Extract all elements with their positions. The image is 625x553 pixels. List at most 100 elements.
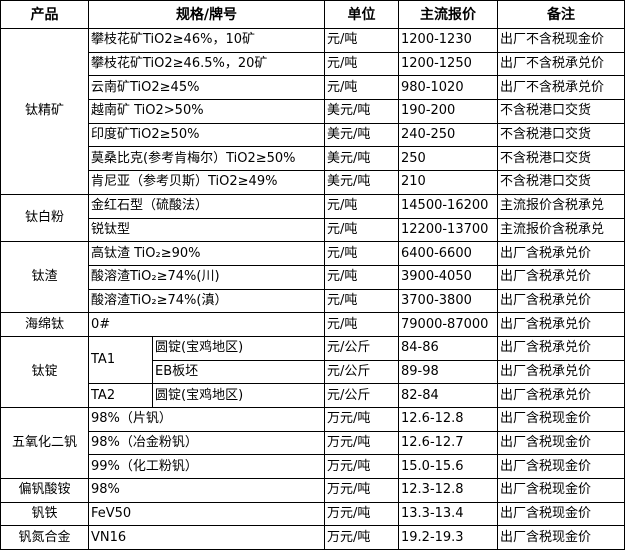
price-cell: 3900-4050 <box>398 264 498 290</box>
note-cell: 出厂含税现金价 <box>497 430 625 456</box>
price-cell: 1200-1230 <box>398 28 498 53</box>
note-cell: 不含税港口交货 <box>497 146 625 172</box>
note-cell: 出厂含税承兑价 <box>497 312 625 337</box>
table-row: 钒铁 FeV50 万元/吨 13.3-13.4 出厂含税现金价 <box>0 501 625 527</box>
unit-cell: 元/公斤 <box>324 359 399 385</box>
note-cell: 出厂含税承兑价 <box>497 288 625 314</box>
price-cell: 84-86 <box>398 335 498 361</box>
table-row: 云南矿TiO2≥45% 元/吨 980-1020 出厂不含税承兑价 <box>1 75 625 101</box>
product-cell: 五氧化二钒 <box>0 406 89 480</box>
note-cell: 主流报价含税承兑 <box>497 193 625 219</box>
table-row: 肯尼亚（参考贝斯）TiO2≥49% 美元/吨 210 不含税港口交货 <box>1 170 625 195</box>
spec-cell: 攀枝花矿TiO2≥46.5%，20矿 <box>88 51 325 77</box>
table-row: 印度矿TiO2≥50% 美元/吨 240-250 不含税港口交货 <box>1 122 625 148</box>
unit-cell: 万元/吨 <box>324 430 399 456</box>
note-cell: 出厂含税现金价 <box>497 525 625 551</box>
table-row: EB板坯 元/公斤 89-98 出厂含税承兑价 <box>1 359 625 385</box>
unit-cell: 美元/吨 <box>324 99 399 124</box>
note-cell: 出厂含税承兑价 <box>497 383 625 408</box>
unit-cell: 万元/吨 <box>324 454 399 480</box>
spec-cell: 98%（片钒） <box>88 407 325 432</box>
table-row: 钛精矿 攀枝花矿TiO2≥46%，10矿 元/吨 1200-1230 出厂不含税现金价 <box>0 28 625 195</box>
spec-cell: VN16 <box>88 525 325 551</box>
note-cell: 出厂含税现金价 <box>497 501 625 527</box>
unit-cell: 万元/吨 <box>324 407 399 432</box>
unit-cell: 元/吨 <box>324 288 399 314</box>
table-row: 五氧化二钒 98%（片钒） 万元/吨 12.6-12.8 出厂含税现金价 <box>0 406 625 480</box>
table-row: 钛白粉 金红石型（硫酸法） 元/吨 14500-16200 主流报价含税承兑 <box>0 193 625 243</box>
spec-cell: 印度矿TiO2≥50% <box>88 122 325 148</box>
price-cell: 250 <box>398 146 498 172</box>
table-row: 钛渣 高钛渣 TiO₂≥90% 元/吨 6400-6600 出厂含税承兑价 <box>0 241 625 314</box>
spec-cell: 圆锭(宝鸡地区) <box>152 383 325 408</box>
spec-cell: EB板坯 <box>152 359 325 385</box>
unit-cell: 万元/吨 <box>324 525 399 551</box>
price-cell: 15.0-15.6 <box>398 454 498 480</box>
spec-cell: 0# <box>88 312 325 337</box>
product-cell: 钛锭 <box>0 335 89 409</box>
price-cell: 3700-3800 <box>398 288 498 314</box>
unit-cell: 元/公斤 <box>324 335 399 361</box>
product-cell: 钒氮合金 <box>0 525 89 551</box>
note-cell: 出厂不含税承兑价 <box>497 51 625 77</box>
grade-cell: TA2 <box>88 383 153 408</box>
unit-cell: 元/吨 <box>324 51 399 77</box>
spec-cell: 98%（冶金粉钒） <box>88 430 325 456</box>
price-cell: 12200-13700 <box>398 217 498 243</box>
table-row: 99%（化工粉钒） 万元/吨 15.0-15.6 出厂含税现金价 <box>1 454 625 480</box>
price-cell: 79000-87000 <box>398 312 498 337</box>
note-cell: 出厂含税承兑价 <box>497 335 625 361</box>
price-cell: 12.6-12.8 <box>398 407 498 432</box>
note-cell: 出厂含税现金价 <box>497 407 625 432</box>
price-cell: 13.3-13.4 <box>398 501 498 527</box>
price-cell: 980-1020 <box>398 75 498 101</box>
price-cell: 1200-1250 <box>398 51 498 77</box>
spec-cell: 99%（化工粉钒） <box>88 454 325 480</box>
table-row: TA2 圆锭(宝鸡地区) 元/公斤 82-84 出厂含税承兑价 <box>1 383 625 408</box>
spec-cell: 莫桑比克(参考肯梅尔）TiO2≥50% <box>88 146 325 172</box>
unit-cell: 元/吨 <box>324 75 399 101</box>
product-cell: 钛白粉 <box>0 193 89 243</box>
note-cell: 出厂含税承兑价 <box>497 241 625 266</box>
table-row: 海绵钛 0# 元/吨 79000-87000 出厂含税承兑价 <box>0 312 625 337</box>
table-row: 越南矿 TiO2>50% 美元/吨 190-200 不含税港口交货 <box>1 99 625 124</box>
note-cell: 不含税港口交货 <box>497 99 625 124</box>
spec-cell: 金红石型（硫酸法） <box>88 193 325 219</box>
note-cell: 出厂不含税承兑价 <box>497 75 625 101</box>
price-cell: 12.3-12.8 <box>398 478 498 503</box>
note-cell: 出厂含税现金价 <box>497 454 625 480</box>
note-cell: 不含税港口交货 <box>497 122 625 148</box>
header-note: 备注 <box>497 0 625 29</box>
unit-cell: 美元/吨 <box>324 146 399 172</box>
table-row: 莫桑比克(参考肯梅尔）TiO2≥50% 美元/吨 250 不含税港口交货 <box>1 146 625 172</box>
note-cell: 出厂含税承兑价 <box>497 264 625 290</box>
header-row: 产品 规格/牌号 单位 主流报价 备注 <box>0 0 625 29</box>
product-cell: 钒铁 <box>0 501 89 527</box>
price-cell: 240-250 <box>398 122 498 148</box>
spec-cell: FeV50 <box>88 501 325 527</box>
price-cell: 210 <box>398 170 498 195</box>
spec-cell: 98% <box>88 478 325 503</box>
spec-cell: 云南矿TiO2≥45% <box>88 75 325 101</box>
unit-cell: 万元/吨 <box>324 501 399 527</box>
table-row: 钒氮合金 VN16 万元/吨 19.2-19.3 出厂含税现金价 <box>0 525 625 551</box>
spec-cell: 锐钛型 <box>88 217 325 243</box>
product-cell: 偏钒酸铵 <box>0 478 89 503</box>
table-row: 酸溶渣TiO₂≥74%(滇） 元/吨 3700-3800 出厂含税承兑价 <box>1 288 625 314</box>
spec-cell: 高钛渣 TiO₂≥90% <box>88 241 325 266</box>
header-spec: 规格/牌号 <box>88 0 325 29</box>
unit-cell: 元/吨 <box>324 217 399 243</box>
spec-cell: 越南矿 TiO2>50% <box>88 99 325 124</box>
price-cell: 14500-16200 <box>398 193 498 219</box>
unit-cell: 元/吨 <box>324 193 399 219</box>
note-cell: 出厂含税现金价 <box>497 478 625 503</box>
table-row: 酸溶渣TiO₂≥74%(川) 元/吨 3900-4050 出厂含税承兑价 <box>1 264 625 290</box>
spec-cell: 肯尼亚（参考贝斯）TiO2≥49% <box>88 170 325 195</box>
unit-cell: 元/吨 <box>324 312 399 337</box>
note-cell: 主流报价含税承兑 <box>497 217 625 243</box>
unit-cell: 元/吨 <box>324 241 399 266</box>
spec-cell: 攀枝花矿TiO2≥46%，10矿 <box>88 28 325 53</box>
product-cell: 海绵钛 <box>0 312 89 337</box>
price-cell: 89-98 <box>398 359 498 385</box>
spec-cell: 酸溶渣TiO₂≥74%(滇） <box>88 288 325 314</box>
